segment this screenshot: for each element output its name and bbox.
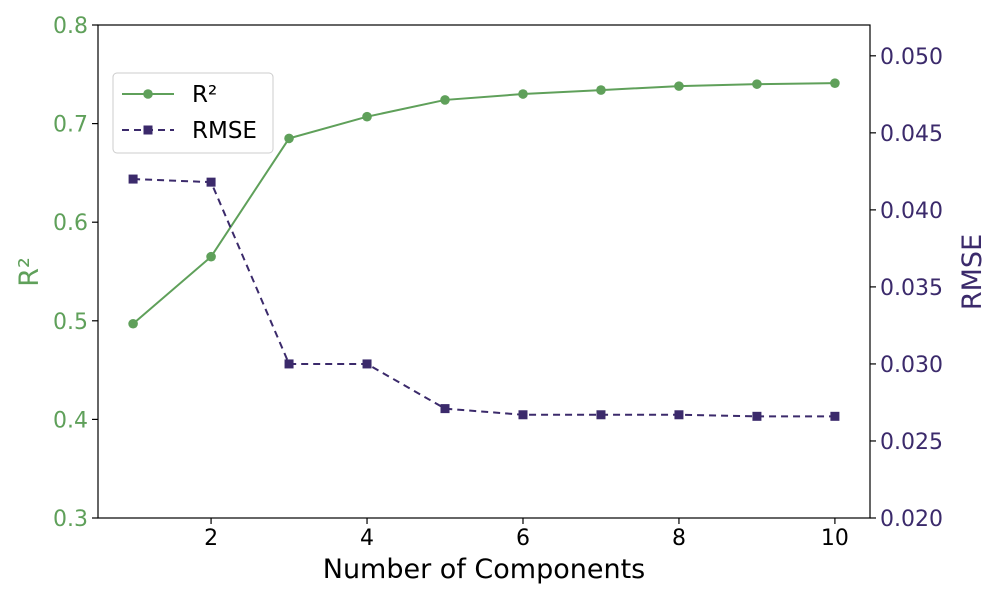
r2-data-point — [674, 81, 684, 91]
rmse-data-point — [830, 411, 840, 421]
r2-data-point — [284, 133, 294, 144]
rmse-data-point — [596, 410, 606, 420]
r2-data-point — [128, 318, 138, 329]
left-y-tick-label: 0.4 — [53, 408, 88, 433]
rmse-data-point — [206, 177, 216, 187]
right-y-axis: 0.020 0.025 0.030 0.035 0.040 0.045 0.050 — [870, 45, 943, 532]
r2-series-line — [132, 82, 835, 325]
legend-r2-label: R² — [192, 82, 217, 108]
x-axis: 2 4 6 8 10 — [204, 518, 849, 551]
right-y-axis-label: RMSE — [957, 234, 988, 310]
plot-area — [128, 78, 840, 421]
right-y-tick-label: 0.035 — [880, 276, 943, 301]
left-y-axis-label: R² — [14, 257, 45, 287]
left-y-axis: 0.3 0.4 0.5 0.6 0.7 0.8 — [53, 14, 98, 532]
left-y-tick-label: 0.3 — [53, 507, 88, 532]
r2-data-point — [518, 89, 528, 99]
rmse-data-point — [674, 410, 684, 420]
left-y-tick-label: 0.5 — [53, 310, 88, 335]
right-y-tick-label: 0.020 — [880, 507, 943, 532]
x-tick-label: 6 — [516, 526, 530, 551]
legend-r2-marker — [143, 89, 153, 99]
r2-data-point — [752, 79, 762, 89]
legend-rmse-label: RMSE — [192, 118, 257, 144]
left-y-tick-label: 0.6 — [53, 211, 88, 236]
r2-data-point — [206, 251, 216, 262]
rmse-series-line — [133, 178, 835, 418]
rmse-data-point — [440, 404, 450, 414]
legend-rmse-marker — [143, 125, 153, 135]
left-y-tick-label: 0.7 — [53, 113, 88, 138]
right-y-tick-label: 0.045 — [880, 122, 943, 147]
x-tick-label: 8 — [672, 526, 686, 551]
plot-frame — [97, 24, 871, 519]
rmse-data-point — [518, 410, 528, 420]
right-y-tick-label: 0.040 — [880, 199, 943, 224]
legend: R² RMSE — [112, 72, 274, 154]
left-y-tick-label: 0.8 — [53, 14, 88, 39]
rmse-data-point — [284, 359, 294, 369]
r2-data-point — [440, 95, 450, 105]
right-y-tick-label: 0.050 — [880, 45, 943, 70]
right-y-tick-label: 0.025 — [880, 430, 943, 455]
rmse-data-point — [752, 411, 762, 421]
x-tick-label: 4 — [360, 526, 374, 551]
x-axis-label: Number of Components — [323, 554, 645, 585]
x-tick-label: 2 — [204, 526, 218, 551]
rmse-data-point — [128, 174, 138, 184]
r2-data-point — [362, 111, 372, 122]
rmse-data-point — [362, 359, 372, 369]
r2-data-point — [830, 78, 840, 88]
right-y-tick-label: 0.030 — [880, 353, 943, 378]
r2-data-point — [596, 85, 606, 95]
x-tick-label: 10 — [821, 526, 849, 551]
